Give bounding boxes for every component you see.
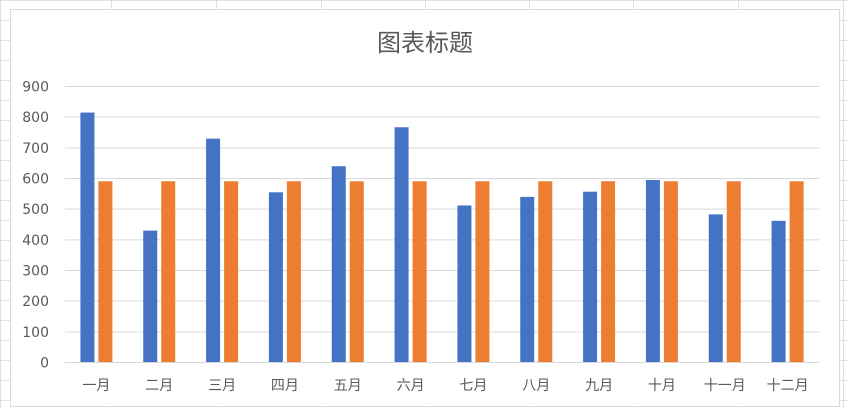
x-axis-tick-labels: 一月 二月 三月 四月 五月 六月 七月 八月 九月 十月 十一月 十二月 — [82, 378, 808, 394]
y-axis-tick-labels: 0 100 200 300 400 500 600 700 800 900 — [22, 80, 49, 372]
y-gridlines — [65, 86, 819, 333]
y-tick-label: 800 — [22, 110, 49, 126]
bar-series1-10[interactable] — [645, 180, 660, 363]
x-tick-label: 八月 — [522, 378, 550, 394]
bar-series2-6[interactable] — [412, 181, 427, 363]
x-tick-label: 十一月 — [704, 378, 746, 394]
bar-series1-9[interactable] — [583, 191, 598, 363]
bar-series1-7[interactable] — [457, 205, 472, 363]
x-tick-label: 二月 — [145, 378, 173, 394]
y-tick-label: 300 — [22, 264, 49, 280]
bar-series2-10[interactable] — [663, 181, 678, 363]
x-tick-label: 九月 — [585, 378, 613, 394]
bar-series1-12[interactable] — [771, 220, 786, 363]
x-tick-label: 七月 — [459, 378, 487, 394]
bar-series2-1[interactable] — [98, 181, 113, 363]
chart-title[interactable]: 图表标题 — [377, 29, 473, 57]
bar-series2-4[interactable] — [286, 181, 301, 363]
chart-area[interactable]: 图表标题 0 100 200 300 400 500 600 700 800 900 一月 二月 三月… — [10, 9, 840, 407]
x-tick-label: 四月 — [271, 378, 299, 394]
y-tick-label: 400 — [22, 233, 49, 249]
bar-series1-4[interactable] — [268, 192, 283, 363]
bar-series1-11[interactable] — [708, 214, 723, 363]
bar-series1-3[interactable] — [206, 138, 221, 363]
x-tick-label: 十二月 — [767, 378, 809, 394]
y-tick-label: 900 — [22, 80, 49, 96]
bar-series2-12[interactable] — [789, 181, 804, 363]
bar-series1-5[interactable] — [331, 166, 346, 363]
x-tick-label: 三月 — [208, 378, 236, 394]
x-tick-label: 一月 — [82, 378, 110, 394]
chart-canvas: 图表标题 0 100 200 300 400 500 600 700 800 900 一月 二月 三月… — [22, 29, 819, 394]
x-tick-label: 六月 — [397, 378, 425, 394]
bar-series2-7[interactable] — [475, 181, 490, 363]
bar-series1-8[interactable] — [520, 196, 535, 363]
y-tick-label: 100 — [22, 325, 49, 341]
y-tick-label: 700 — [22, 141, 49, 157]
bar-series2-3[interactable] — [224, 181, 239, 363]
bar-series1-6[interactable] — [394, 127, 409, 363]
y-tick-label: 600 — [22, 172, 49, 188]
bar-series2-2[interactable] — [161, 181, 176, 363]
bar-series1-2[interactable] — [143, 230, 158, 363]
y-tick-label: 500 — [22, 202, 49, 218]
bar-series2-11[interactable] — [726, 181, 741, 363]
y-tick-label: 0 — [40, 356, 49, 372]
x-tick-label: 五月 — [334, 378, 362, 394]
bar-series2-8[interactable] — [538, 181, 553, 363]
bar-series2-9[interactable] — [601, 181, 616, 363]
x-tick-label: 十月 — [648, 378, 676, 394]
bar-series1-1[interactable] — [80, 112, 95, 363]
bar-series-group[interactable] — [80, 112, 804, 363]
bar-series2-5[interactable] — [349, 181, 364, 363]
y-tick-label: 200 — [22, 294, 49, 310]
